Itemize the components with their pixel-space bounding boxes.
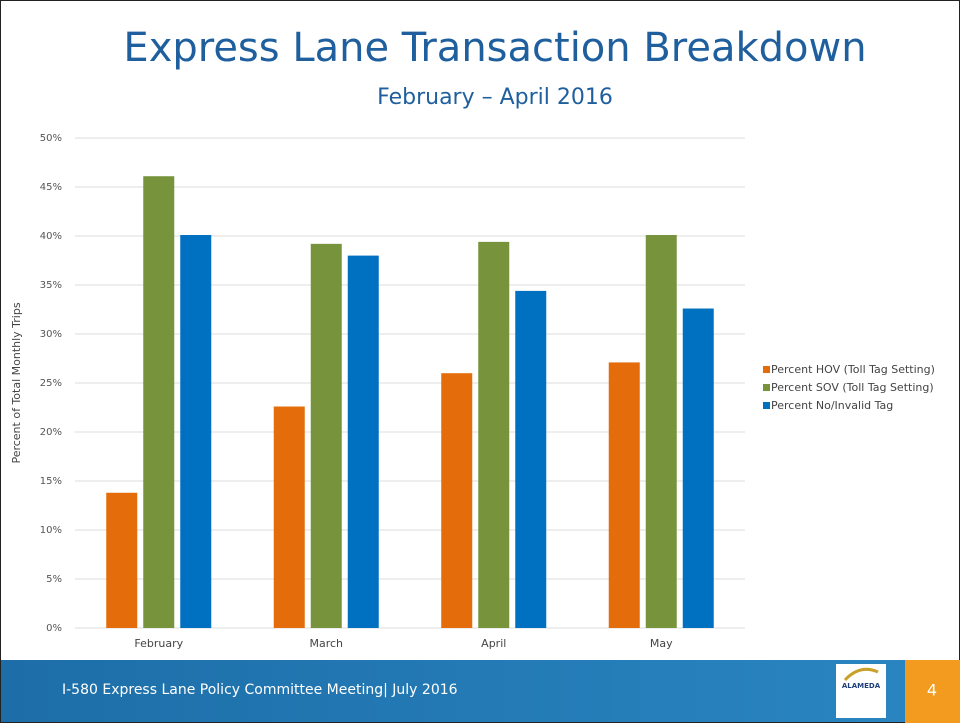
- bar: [143, 176, 175, 628]
- y-tick-label: 45%: [40, 182, 62, 193]
- y-tick-label: 0%: [46, 623, 62, 634]
- y-tick-label: 10%: [40, 525, 62, 536]
- legend-label: Percent HOV (Toll Tag Setting): [771, 363, 935, 376]
- logo-box: [836, 664, 886, 718]
- bar: [441, 373, 473, 628]
- y-tick-label: 20%: [40, 427, 62, 438]
- bar: [478, 241, 510, 628]
- y-tick-label: 35%: [40, 280, 62, 291]
- chart-title: Express Lane Transaction Breakdown: [123, 25, 866, 71]
- legend-label: Percent SOV (Toll Tag Setting): [771, 381, 934, 394]
- bar: [106, 492, 138, 628]
- bar: [180, 235, 212, 628]
- y-tick-label: 50%: [40, 133, 62, 144]
- bar: [347, 255, 379, 628]
- legend-swatch: [763, 402, 770, 409]
- bar: [608, 362, 640, 628]
- logo-swoosh: [843, 667, 879, 682]
- x-tick-label: March: [309, 637, 343, 650]
- footer-text: I-580 Express Lane Policy Committee Meet…: [62, 682, 458, 698]
- bar: [273, 406, 305, 628]
- x-tick-label: April: [481, 637, 506, 650]
- legend-label: Percent No/Invalid Tag: [771, 399, 893, 412]
- logo-text: ALAMEDA: [842, 682, 881, 690]
- x-tick-label: February: [134, 637, 183, 650]
- bar: [310, 243, 342, 628]
- page-number: 4: [927, 681, 937, 700]
- y-tick-label: 40%: [40, 231, 62, 242]
- bar: [515, 290, 547, 628]
- x-tick-label: May: [650, 637, 673, 650]
- legend-swatch: [763, 384, 770, 391]
- y-tick-label: 15%: [40, 476, 62, 487]
- y-axis-label: Percent of Total Monthly Trips: [10, 302, 23, 463]
- y-tick-label: 30%: [40, 329, 62, 340]
- page-box: [905, 660, 960, 723]
- legend-swatch: [763, 366, 770, 373]
- chart-subtitle: February – April 2016: [377, 85, 613, 110]
- bar: [645, 235, 677, 628]
- footer-bar: [1, 660, 959, 722]
- bar: [682, 308, 714, 628]
- y-tick-label: 25%: [40, 378, 62, 389]
- y-tick-label: 5%: [46, 574, 62, 585]
